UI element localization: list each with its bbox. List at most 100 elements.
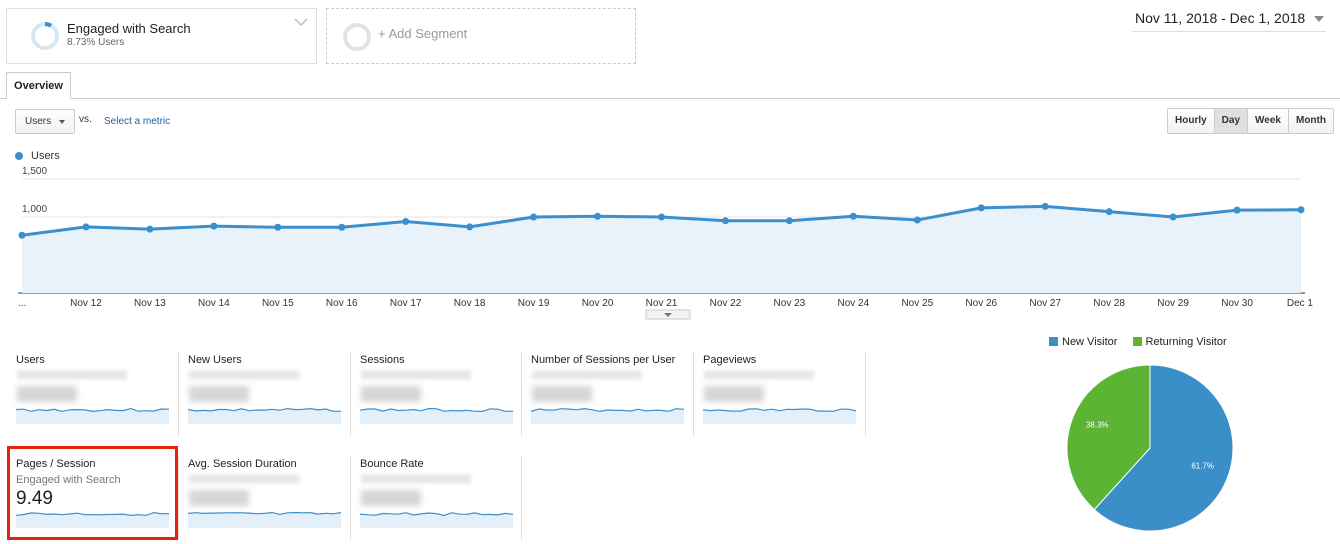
granularity-week[interactable]: Week xyxy=(1247,109,1288,133)
sparkline xyxy=(16,407,169,424)
x-tick-label: Nov 16 xyxy=(326,298,358,309)
divider xyxy=(350,352,351,436)
sparkline xyxy=(531,407,684,424)
sparkline-line xyxy=(360,407,513,413)
tab-overview[interactable]: Overview xyxy=(6,72,71,99)
data-point[interactable] xyxy=(530,213,538,221)
data-point[interactable] xyxy=(1297,206,1305,214)
x-tick-label: Nov 24 xyxy=(838,298,870,309)
x-tick-label: Nov 18 xyxy=(454,298,486,309)
sparkline-area xyxy=(16,512,169,528)
granularity-month[interactable]: Month xyxy=(1287,109,1333,133)
sparkline-line xyxy=(360,512,513,517)
metric-dropdown-label: Users xyxy=(25,116,52,127)
scorecard-new-users[interactable]: New Users xyxy=(188,354,348,438)
y-tick-label: 1,000 xyxy=(22,204,47,215)
x-tick-label: Nov 26 xyxy=(965,298,997,309)
data-point[interactable] xyxy=(849,212,857,220)
data-point[interactable] xyxy=(1105,208,1113,216)
chevron-down-icon[interactable] xyxy=(294,17,308,27)
granularity-hourly[interactable]: Hourly xyxy=(1168,109,1214,133)
add-segment-label: + Add Segment xyxy=(378,26,468,41)
data-point[interactable] xyxy=(274,223,282,231)
legend-swatch-new xyxy=(1049,337,1058,346)
x-tick-label: Nov 21 xyxy=(646,298,678,309)
scorecard-title: New Users xyxy=(188,354,242,366)
sparkline-line xyxy=(188,407,341,412)
scorecard-title: Pageviews xyxy=(703,354,757,366)
sparkline-line xyxy=(703,408,856,412)
data-point[interactable] xyxy=(18,231,26,239)
blurred-subtitle xyxy=(361,475,471,483)
data-point[interactable] xyxy=(210,222,218,230)
scorecard-sessions[interactable]: Sessions xyxy=(360,354,520,438)
blurred-value xyxy=(189,490,249,506)
scorecard-pageviews[interactable]: Pageviews xyxy=(703,354,863,438)
add-segment-button[interactable]: + Add Segment xyxy=(326,8,636,64)
divider xyxy=(865,352,866,436)
segment-subtitle: 8.73% Users xyxy=(67,37,125,48)
scorecard-avg-session-duration[interactable]: Avg. Session Duration xyxy=(188,458,348,542)
scorecard-segment-label: Engaged with Search xyxy=(16,474,121,486)
scorecard-title: Sessions xyxy=(360,354,405,366)
granularity-day[interactable]: Day xyxy=(1213,109,1248,133)
sparkline xyxy=(188,511,341,528)
data-point[interactable] xyxy=(594,212,602,220)
divider xyxy=(178,456,179,540)
scorecard-users[interactable]: Users xyxy=(16,354,176,438)
metric-dropdown[interactable]: Users xyxy=(15,109,75,134)
date-range-picker[interactable]: Nov 11, 2018 - Dec 1, 2018 xyxy=(1132,8,1326,32)
select-metric-link[interactable]: Select a metric xyxy=(104,116,171,127)
sparkline-area xyxy=(703,408,856,424)
legend-label-returning-visitor[interactable]: Returning Visitor xyxy=(1145,336,1227,348)
x-tick-label: ... xyxy=(18,298,26,309)
tab-divider xyxy=(0,98,1340,99)
legend-label-new-visitor[interactable]: New Visitor xyxy=(1062,336,1118,348)
x-tick-label: Nov 23 xyxy=(774,298,806,309)
data-point[interactable] xyxy=(721,217,729,225)
y-tick-label: 1,500 xyxy=(22,166,47,177)
divider xyxy=(350,456,351,540)
blurred-subtitle xyxy=(532,371,642,379)
x-tick-label: Nov 28 xyxy=(1093,298,1125,309)
data-point[interactable] xyxy=(466,223,474,231)
sparkline-line xyxy=(188,511,341,516)
blurred-value xyxy=(361,490,421,506)
x-tick-label: Nov 12 xyxy=(70,298,102,309)
scorecard-bounce-rate[interactable]: Bounce Rate xyxy=(360,458,520,542)
data-point[interactable] xyxy=(1169,213,1177,221)
x-tick-label: Nov 22 xyxy=(710,298,742,309)
pie-slice-label: 61.7% xyxy=(1191,461,1214,470)
data-point[interactable] xyxy=(82,223,90,231)
data-point[interactable] xyxy=(913,216,921,224)
sparkline-area xyxy=(16,408,169,424)
blurred-value xyxy=(189,386,249,402)
data-point[interactable] xyxy=(1041,202,1049,210)
legend-swatch-returning xyxy=(1132,337,1142,346)
date-range-label: Nov 11, 2018 - Dec 1, 2018 xyxy=(1135,10,1306,26)
data-point[interactable] xyxy=(785,217,793,225)
legend-label-users: Users xyxy=(31,150,60,162)
pie-slice-returning-visitor[interactable] xyxy=(1066,364,1151,511)
pie-legend: New Visitor Returning Visitor xyxy=(1049,336,1227,348)
x-tick-label: Nov 30 xyxy=(1221,298,1253,309)
scorecard-sessions-per-user[interactable]: Number of Sessions per User xyxy=(531,354,691,438)
blurred-subtitle xyxy=(189,475,299,483)
sparkline-area xyxy=(531,408,684,424)
data-point[interactable] xyxy=(146,225,154,233)
scorecard-title-pages-per-session[interactable]: Pages / Session xyxy=(16,458,96,470)
scorecard-value-pages-per-session: 9.49 xyxy=(16,488,53,509)
x-tick-label: Nov 13 xyxy=(134,298,166,309)
scorecard-title: Bounce Rate xyxy=(360,458,424,470)
segment-engaged-with-search[interactable]: Engaged with Search 8.73% Users xyxy=(6,8,317,64)
x-tick-label: Nov 29 xyxy=(1157,298,1189,309)
data-point[interactable] xyxy=(402,218,410,226)
data-point[interactable] xyxy=(658,213,665,221)
data-point[interactable] xyxy=(338,223,346,231)
sparkline-area xyxy=(360,408,513,424)
data-point[interactable] xyxy=(977,204,985,212)
sparkline-area xyxy=(188,512,341,528)
data-point[interactable] xyxy=(1233,206,1241,214)
pie-slice-new-visitor[interactable] xyxy=(1093,364,1234,532)
